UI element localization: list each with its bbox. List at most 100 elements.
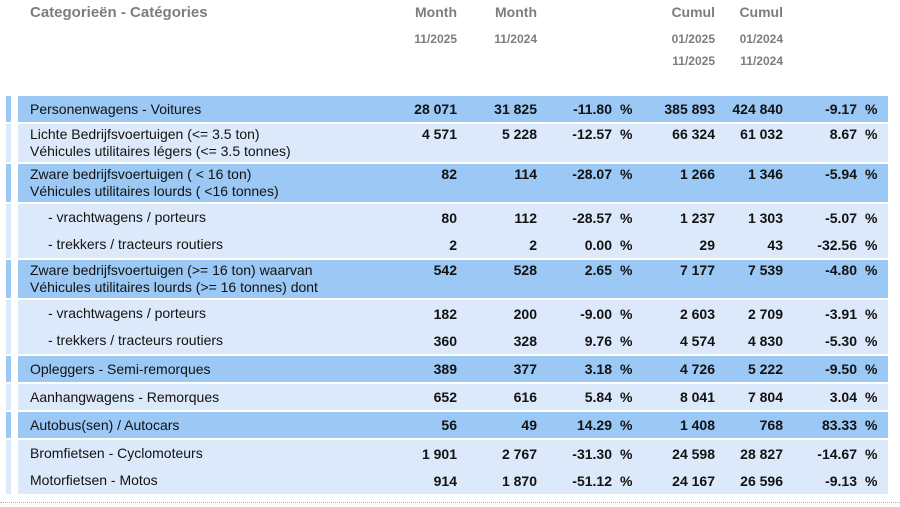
table-row: Aanhangwagens - Remorques 652 616 5.84 %… <box>18 384 888 410</box>
percent-sign: % <box>620 126 633 142</box>
cumul-previous-value: 26 596 <box>740 472 783 489</box>
row-content: Lichte Bedrijfsvoertuigen (<= 3.5 ton) Vé… <box>18 124 888 162</box>
percent-sign: % <box>620 389 633 405</box>
row-content: Autobus(sen) / Autocars 56 49 14.29 % 1 … <box>18 412 888 438</box>
cumul-change-value: 83.33 <box>821 417 857 433</box>
row-block: Personenwagens - Voitures 28 071 31 825 … <box>6 96 888 122</box>
month-current-value: 182 <box>433 305 457 322</box>
row-gutter <box>11 260 18 298</box>
percent-sign: % <box>865 126 878 142</box>
category-label-line: - vrachtwagens / porteurs <box>48 305 206 321</box>
percent-sign: % <box>865 236 878 253</box>
cumul-change-value: -5.07 <box>825 209 857 226</box>
cumul-current-value: 24 598 <box>672 445 715 462</box>
category-label: Zware bedrijfsvoertuigen (>= 16 ton) waa… <box>18 262 365 296</box>
category-label-line: Opleggers - Semi-remorques <box>30 360 211 377</box>
category-label-line: Aanhangwagens - Remorques <box>30 388 220 405</box>
row-block: Zware bedrijfsvoertuigen ( < 16 ton) Véhi… <box>6 164 888 202</box>
table-body: Personenwagens - Voitures 28 071 31 825 … <box>6 96 888 496</box>
category-label-line: - trekkers / tracteurs routiers <box>48 332 224 348</box>
row-accent-strip <box>6 204 11 258</box>
row-content: Personenwagens - Voitures 28 071 31 825 … <box>18 96 888 122</box>
row-accent-strip <box>6 440 11 494</box>
month-change-value: -31.30 <box>572 445 612 462</box>
month-previous-value: 112 <box>514 209 537 226</box>
category-label: Autobus(sen) / Autocars <box>18 417 365 434</box>
column-label: Cumul <box>739 4 783 20</box>
percent-sign: % <box>620 209 633 226</box>
row-gutter <box>11 356 18 382</box>
row-content: - vrachtwagens / porteurs 80 112 -28.57 … <box>18 204 888 258</box>
category-label-line: Véhicules utilitaires lourds ( <16 tonne… <box>30 183 279 199</box>
month-current-value: 28 071 <box>414 101 457 117</box>
category-label-line: Lichte Bedrijfsvoertuigen (<= 3.5 ton) <box>30 126 260 142</box>
table-row: Bromfietsen - Cyclomoteurs 1 901 2 767 -… <box>18 440 888 467</box>
percent-sign: % <box>865 166 878 182</box>
month-previous-value: 2 767 <box>501 445 537 462</box>
page-title: Categorieën - Catégories <box>30 4 208 21</box>
percent-sign: % <box>620 101 633 117</box>
row-gutter <box>11 440 18 494</box>
percent-sign: % <box>620 262 633 278</box>
cumul-current-value: 1 266 <box>679 166 715 182</box>
cumul-change-value: 3.04 <box>829 389 857 405</box>
table-row: Zware bedrijfsvoertuigen ( < 16 ton) Véhi… <box>18 164 888 202</box>
month-previous-value: 31 825 <box>494 101 537 117</box>
column-date: 11/2025 <box>414 32 457 46</box>
category-label-line: Zware bedrijfsvoertuigen (>= 16 ton) waa… <box>30 262 313 278</box>
month-change-value: -9.00 <box>580 305 612 322</box>
column-header-percent-spacer <box>612 5 640 91</box>
row-gutter <box>11 96 18 122</box>
row-accent-strip <box>6 260 11 298</box>
row-block: - vrachtwagens / porteurs 80 112 -28.57 … <box>6 204 888 258</box>
percent-sign: % <box>865 262 878 278</box>
cumul-change-value: -9.17 <box>825 101 857 117</box>
category-label: Motorfietsen - Motos <box>18 472 365 489</box>
month-previous-value: 528 <box>513 262 537 278</box>
cumul-previous-value: 768 <box>759 417 783 433</box>
cumul-change-value: -5.94 <box>825 166 857 182</box>
category-label: Zware bedrijfsvoertuigen ( < 16 ton) Véhi… <box>18 166 365 200</box>
month-previous-value: 114 <box>514 166 537 182</box>
percent-sign: % <box>865 361 878 377</box>
row-block: Bromfietsen - Cyclomoteurs 1 901 2 767 -… <box>6 440 888 494</box>
category-label-line: Véhicules utilitaires lourds (>= 16 tonn… <box>30 279 318 295</box>
cumul-previous-value: 1 303 <box>747 209 783 226</box>
percent-sign: % <box>620 361 633 377</box>
month-change-value: 9.76 <box>584 332 612 349</box>
category-label-line: - trekkers / tracteurs routiers <box>48 236 224 252</box>
cumul-previous-value: 28 827 <box>740 445 783 462</box>
row-block: Aanhangwagens - Remorques 652 616 5.84 %… <box>6 384 888 410</box>
cumul-previous-value: 424 840 <box>732 101 783 117</box>
category-label-line: Personenwagens - Voitures <box>30 100 202 117</box>
month-change-value: -51.12 <box>572 472 612 489</box>
month-change-value: -12.57 <box>572 126 612 142</box>
category-label: Personenwagens - Voitures <box>18 101 365 118</box>
bottom-divider <box>0 502 900 503</box>
month-previous-value: 49 <box>521 417 537 433</box>
column-header-cumul-current: Cumul 01/2025 11/2025 <box>640 5 715 91</box>
percent-sign: % <box>620 305 633 322</box>
table-row: - trekkers / tracteurs routiers 360 328 … <box>18 327 888 354</box>
month-change-value: -28.57 <box>572 209 612 226</box>
table-row: Lichte Bedrijfsvoertuigen (<= 3.5 ton) Vé… <box>18 124 888 162</box>
row-accent-strip <box>6 384 11 410</box>
table-row: - trekkers / tracteurs routiers 2 2 0.00… <box>18 231 888 258</box>
percent-sign: % <box>620 236 633 253</box>
cumul-current-value: 8 041 <box>679 389 715 405</box>
category-label-line: Zware bedrijfsvoertuigen ( < 16 ton) <box>30 166 252 182</box>
column-header-month-current: Month 11/2025 <box>365 5 457 91</box>
percent-sign: % <box>865 332 878 349</box>
month-previous-value: 2 <box>529 236 537 253</box>
row-content: - vrachtwagens / porteurs 182 200 -9.00 … <box>18 300 888 354</box>
category-label-line: - vrachtwagens / porteurs <box>48 209 206 225</box>
table-row: - vrachtwagens / porteurs 80 112 -28.57 … <box>18 204 888 231</box>
cumul-change-value: -9.50 <box>825 361 857 377</box>
month-change-value: 14.29 <box>576 417 612 433</box>
category-label: Opleggers - Semi-remorques <box>18 361 365 378</box>
category-label-line: Autobus(sen) / Autocars <box>30 416 180 433</box>
percent-sign: % <box>620 166 633 182</box>
cumul-current-value: 1 237 <box>679 209 715 226</box>
month-current-value: 360 <box>433 332 457 349</box>
cumul-current-value: 2 603 <box>679 305 715 322</box>
